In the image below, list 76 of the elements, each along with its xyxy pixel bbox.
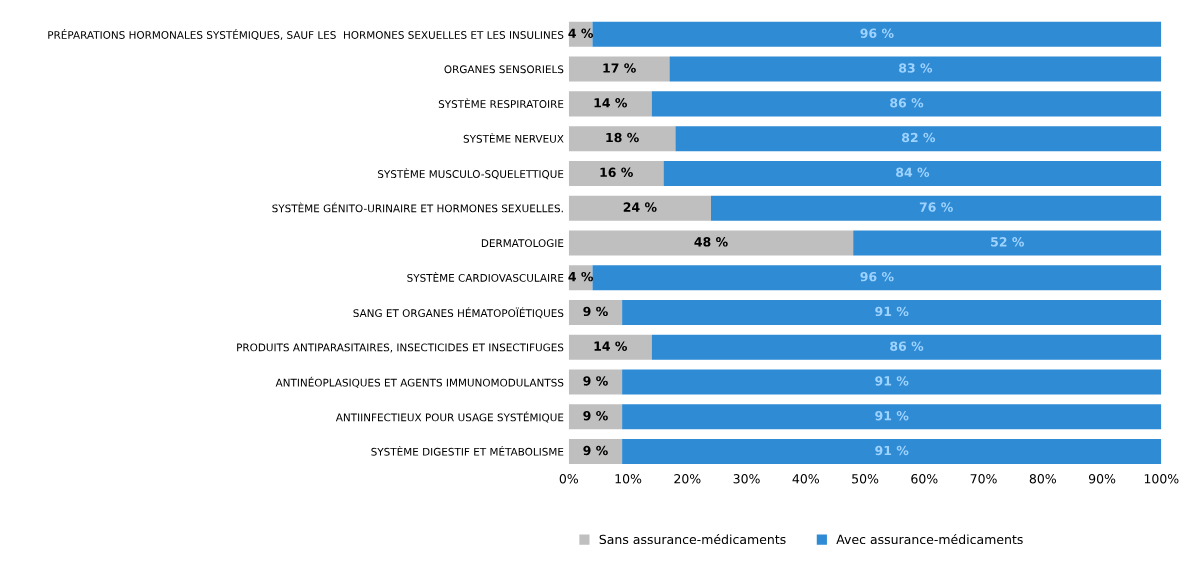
- data-label: 9 %: [583, 376, 608, 386]
- data-label: 86 %: [890, 341, 924, 351]
- data-label: 9 %: [583, 306, 608, 317]
- y-tick-label: PRODUITS ANTIPARASITAIRES, INSECTICIDES ET INSECTIFUGES: [237, 343, 564, 353]
- bar: [568, 195, 711, 221]
- data-label: 52 %: [991, 237, 1024, 247]
- y-tick-label: SYSTÈME DIGESTIF ET MÉTABOLISME: [371, 445, 564, 456]
- y-tick-label: SYSTÈME RESPIRATOIRE: [438, 98, 564, 108]
- bar: [651, 91, 1162, 117]
- y-tick-label: DERMATOLOGIE: [481, 239, 564, 248]
- data-label: 96 %: [860, 271, 894, 282]
- x-tick-label: 50%: [852, 474, 879, 484]
- data-label: 4 %: [568, 28, 594, 38]
- bar: [592, 21, 1162, 47]
- y-tick-label: SYSTÈME CARDIOVASCULAIRE: [407, 272, 564, 282]
- bar: [651, 334, 1162, 360]
- x-tick-label: 40%: [792, 474, 819, 484]
- x-tick-label: 30%: [733, 474, 760, 484]
- x-tick-label: 90%: [1088, 474, 1116, 484]
- y-tick-label: PRÉPARATIONS HORMONALES SYSTÉMIQUES, SAUF LES HORMONES SEXUELLES ET LES INSULINES: [48, 29, 564, 41]
- y-tick-label: ORGANES SENSORIELS: [444, 65, 564, 74]
- data-label: 9 %: [583, 410, 608, 421]
- data-label: 84 %: [896, 167, 930, 178]
- data-label: 18 %: [606, 132, 639, 143]
- bar: [675, 126, 1162, 152]
- bar: [568, 230, 854, 256]
- x-tick-label: 20%: [674, 474, 701, 484]
- bar: [568, 160, 664, 186]
- bar: [568, 439, 623, 465]
- data-label: 14 %: [594, 98, 628, 108]
- data-label: 83 %: [899, 63, 933, 73]
- data-label: 82 %: [902, 132, 936, 143]
- bar: [568, 334, 652, 360]
- x-tick-label: 0%: [559, 474, 579, 484]
- x-tick-label: 80%: [1029, 474, 1056, 484]
- bar: [669, 56, 1162, 82]
- data-label: 76 %: [919, 202, 953, 212]
- bar: [568, 126, 676, 152]
- bar: [622, 439, 1162, 465]
- x-tick-label: 60%: [911, 474, 938, 484]
- data-label: 91 %: [875, 306, 909, 317]
- y-tick-label: SYSTÈME GÉNITO-URINAIRE ET HORMONES SEXUELLES.: [272, 202, 563, 213]
- bar: [568, 91, 652, 117]
- bar: [568, 56, 670, 82]
- data-label: 9 %: [583, 445, 608, 456]
- y-tick-label: SYSTÈME MUSCULO-SQUELETTIQUE: [377, 168, 564, 180]
- legend-label: Sans assurance-médicaments: [599, 533, 786, 545]
- bar: [622, 299, 1162, 326]
- data-label: 91 %: [875, 445, 909, 456]
- data-label: 91 %: [875, 410, 909, 421]
- bar: [568, 404, 623, 430]
- y-tick-label: ANTIINFECTIEUX POUR USAGE SYSTÉMIQUE: [335, 411, 564, 423]
- bar: [568, 299, 623, 326]
- bar: [622, 404, 1162, 430]
- bar: [568, 369, 623, 395]
- data-label: 91 %: [875, 376, 909, 386]
- x-tick-label: 100%: [1144, 474, 1179, 484]
- data-label: 86 %: [890, 98, 924, 108]
- data-label: 24 %: [623, 202, 657, 212]
- y-tick-label: ANTINÉOPLASIQUES ET AGENTS IMMUNOMODULANTSS: [275, 376, 564, 388]
- bar: [622, 369, 1162, 395]
- legend-label: Avec assurance-médicaments: [836, 533, 1023, 545]
- x-tick-label: 10%: [615, 474, 642, 484]
- bar: [592, 265, 1162, 291]
- bar: [711, 195, 1162, 221]
- data-label: 96 %: [860, 28, 894, 38]
- data-label: 48 %: [694, 237, 728, 247]
- x-tick-label: 70%: [970, 474, 997, 484]
- bar: [853, 230, 1162, 256]
- y-tick-label: SANG ET ORGANES HÉMATOPOÏÉTIQUES: [353, 307, 564, 319]
- y-tick-label: SYSTÈME NERVEUX: [463, 132, 564, 143]
- data-label: 14 %: [594, 341, 628, 351]
- data-label: 17 %: [603, 63, 636, 73]
- data-label: 16 %: [600, 167, 633, 178]
- bar: [663, 160, 1162, 186]
- data-label: 4 %: [568, 271, 594, 282]
